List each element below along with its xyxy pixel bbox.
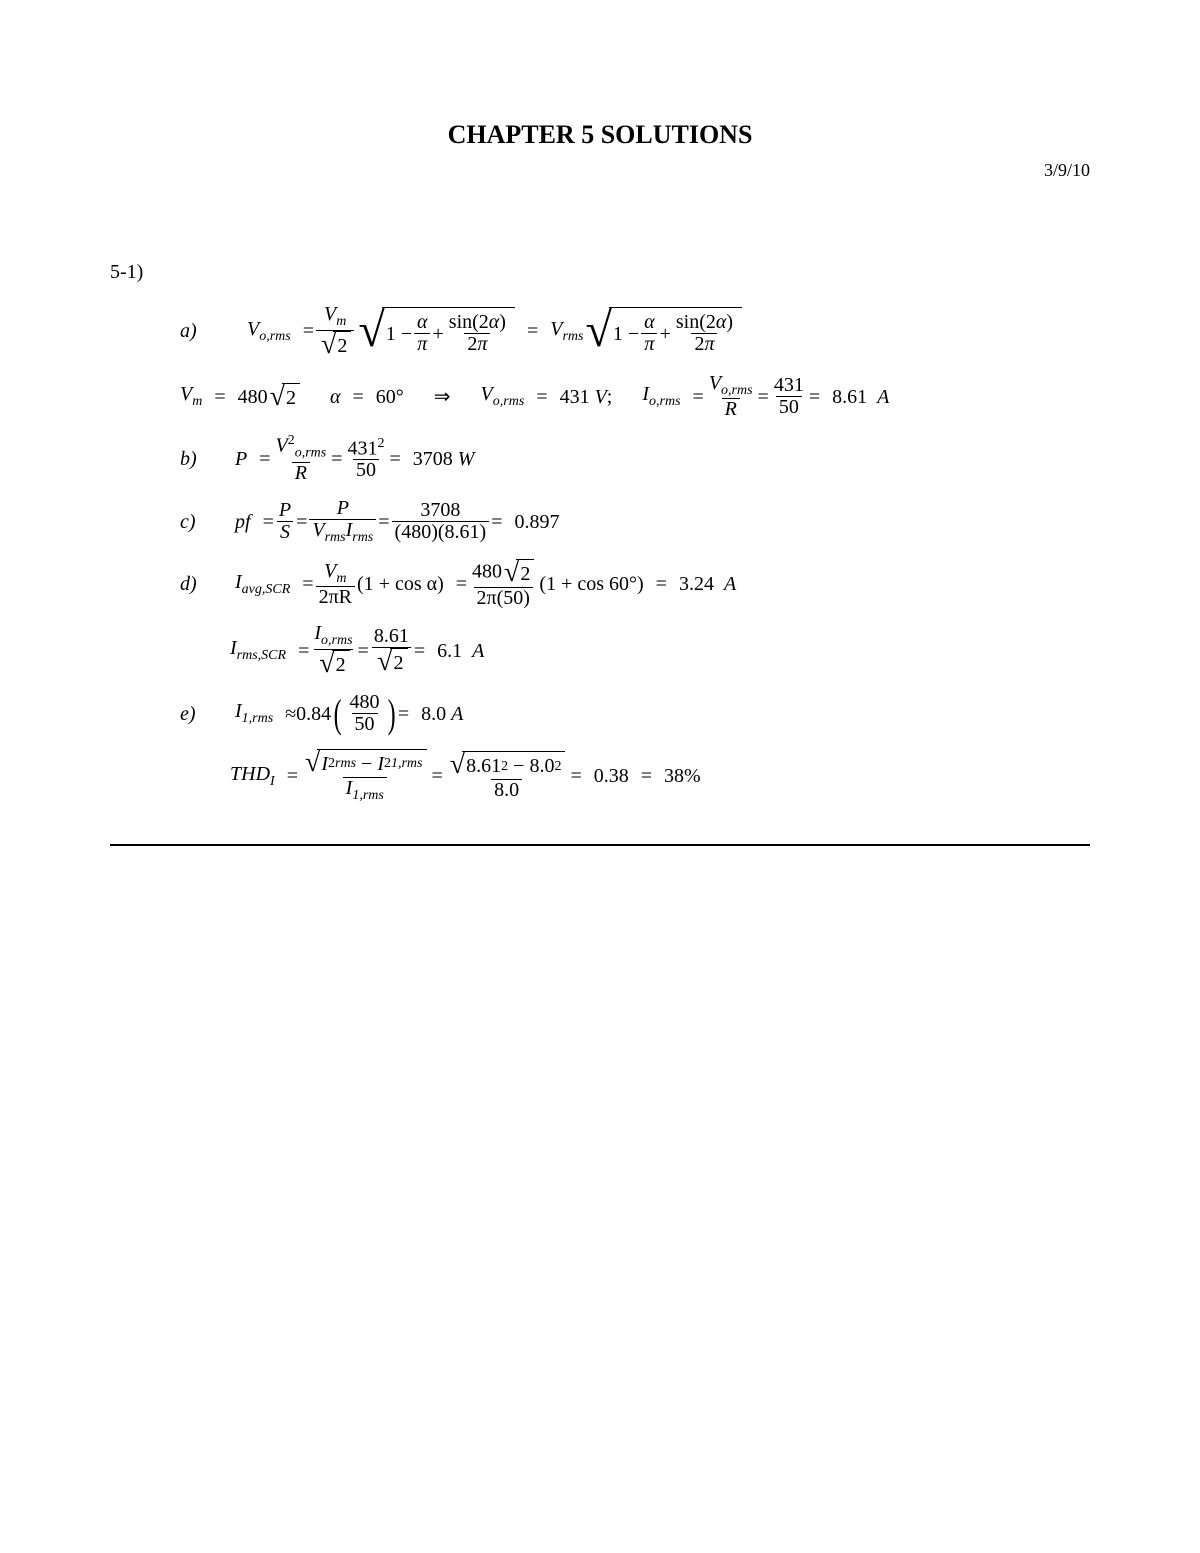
part-d-label: d) (180, 572, 205, 596)
part-c-label: c) (180, 510, 205, 534)
sym-vorms: Vo,rms (247, 317, 291, 346)
eq-b: b) P = V2o,rms R = 4312 50 =3708 W (180, 434, 1090, 483)
page-date: 3/9/10 (110, 160, 1090, 181)
eq-a-2: Vm = 480√2 α = 60° ⇒ Vo,rms = 431 V; Io,… (180, 373, 1090, 421)
eq-d-2: Irms,SCR = Io,rms √2 = 8.61 √2 =6.1 A (230, 623, 1090, 678)
page-title: CHAPTER 5 SOLUTIONS (110, 120, 1090, 150)
eq-d-1: d) Iavg,SCR = Vm 2πR (1 + cos α) = 480√2… (180, 559, 1090, 609)
part-e-label: e) (180, 702, 205, 726)
sqrt-expr-1: √ 1 − απ + sin(2α)2π (358, 307, 515, 355)
frac-vm-root2: Vm √2 (316, 304, 354, 359)
equations-block: a) Vo,rms = Vm √2 √ 1 − απ + sin(2α)2π =… (180, 304, 1090, 804)
sym-vrms: Vrms (550, 317, 583, 346)
eq-a-1: a) Vo,rms = Vm √2 √ 1 − απ + sin(2α)2π =… (180, 304, 1090, 359)
horizontal-rule (110, 844, 1090, 846)
part-a-label: a) (180, 319, 205, 343)
eq-c: c) pf = P S = P VrmsIrms = 3708 (480)(8.… (180, 498, 1090, 546)
problem-number: 5-1) (110, 261, 1090, 284)
sqrt-expr-2: √ 1 − απ + sin(2α)2π (585, 307, 742, 355)
eq-e-1: e) I1,rms ≈ 0.84 ( 480 50 ) =8.0 A (180, 692, 1090, 735)
page: CHAPTER 5 SOLUTIONS 3/9/10 5-1) a) Vo,rm… (0, 0, 1200, 1553)
eq-e-2: THDI = √ I2rms − I21,rms I1,rms = √ 8.61… (230, 749, 1090, 804)
part-b-label: b) (180, 447, 205, 471)
